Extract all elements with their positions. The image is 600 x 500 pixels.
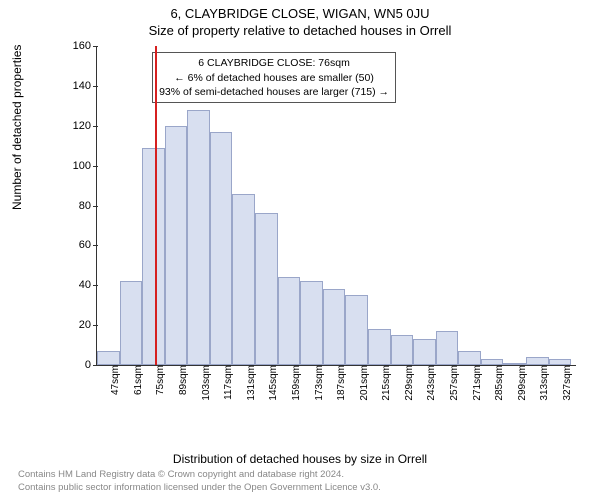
x-tick: 173sqm xyxy=(312,365,325,415)
plot-region: 6 CLAYBRIDGE CLOSE: 76sqm ← 6% of detach… xyxy=(96,46,576,366)
histogram-bar xyxy=(481,359,504,365)
annotation-line-2: ← 6% of detached houses are smaller (50) xyxy=(159,71,389,85)
histogram-bar xyxy=(300,281,323,365)
annotation-line-3: 93% of semi-detached houses are larger (… xyxy=(159,85,389,99)
histogram-bar xyxy=(120,281,143,365)
x-tick: 229sqm xyxy=(402,365,415,415)
y-tick: 60 xyxy=(67,239,97,251)
x-tick: 299sqm xyxy=(515,365,528,415)
x-tick: 117sqm xyxy=(221,365,234,415)
histogram-bar xyxy=(503,363,526,365)
x-tick: 47sqm xyxy=(108,365,121,415)
histogram-bar xyxy=(345,295,368,365)
y-tick: 120 xyxy=(67,120,97,132)
y-tick: 20 xyxy=(67,319,97,331)
histogram-bar xyxy=(278,277,301,365)
x-tick: 313sqm xyxy=(537,365,550,415)
histogram-bar xyxy=(526,357,549,365)
y-tick: 100 xyxy=(67,160,97,172)
histogram-bar xyxy=(97,351,120,365)
chart-title-main: 6, CLAYBRIDGE CLOSE, WIGAN, WN5 0JU xyxy=(0,0,600,21)
x-tick: 187sqm xyxy=(334,365,347,415)
histogram-bar xyxy=(413,339,436,365)
x-tick: 243sqm xyxy=(424,365,437,415)
footer-line-1: Contains HM Land Registry data © Crown c… xyxy=(18,469,381,481)
x-tick: 145sqm xyxy=(266,365,279,415)
x-tick: 89sqm xyxy=(176,365,189,415)
x-axis-label: Distribution of detached houses by size … xyxy=(0,452,600,466)
x-tick: 201sqm xyxy=(357,365,370,415)
x-tick: 271sqm xyxy=(470,365,483,415)
y-axis-label: Number of detached properties xyxy=(10,45,24,210)
histogram-bar xyxy=(436,331,459,365)
x-tick: 103sqm xyxy=(199,365,212,415)
histogram-bar xyxy=(549,359,572,365)
histogram-bar xyxy=(368,329,391,365)
chart-area: 6 CLAYBRIDGE CLOSE: 76sqm ← 6% of detach… xyxy=(48,46,576,416)
footer-line-2: Contains public sector information licen… xyxy=(18,482,381,494)
x-tick: 159sqm xyxy=(289,365,302,415)
x-tick: 257sqm xyxy=(447,365,460,415)
y-tick: 40 xyxy=(67,279,97,291)
annotation-box: 6 CLAYBRIDGE CLOSE: 76sqm ← 6% of detach… xyxy=(152,52,396,103)
histogram-bar xyxy=(187,110,210,365)
y-tick: 140 xyxy=(67,80,97,92)
histogram-bar xyxy=(210,132,233,365)
histogram-bar xyxy=(142,148,165,365)
x-tick: 215sqm xyxy=(379,365,392,415)
histogram-bar xyxy=(165,126,188,365)
x-tick: 327sqm xyxy=(560,365,573,415)
histogram-bar xyxy=(391,335,414,365)
histogram-bar xyxy=(232,194,255,365)
annotation-line-1: 6 CLAYBRIDGE CLOSE: 76sqm xyxy=(159,56,389,70)
x-tick: 285sqm xyxy=(492,365,505,415)
histogram-bar xyxy=(323,289,346,365)
x-tick: 131sqm xyxy=(244,365,257,415)
attribution-footer: Contains HM Land Registry data © Crown c… xyxy=(18,469,381,494)
y-tick: 0 xyxy=(67,359,97,371)
y-tick: 160 xyxy=(67,40,97,52)
chart-title-sub: Size of property relative to detached ho… xyxy=(0,21,600,38)
x-tick: 61sqm xyxy=(131,365,144,415)
x-tick: 75sqm xyxy=(153,365,166,415)
y-tick: 80 xyxy=(67,200,97,212)
reference-line xyxy=(155,46,157,365)
histogram-bar xyxy=(255,213,278,365)
histogram-bar xyxy=(458,351,481,365)
